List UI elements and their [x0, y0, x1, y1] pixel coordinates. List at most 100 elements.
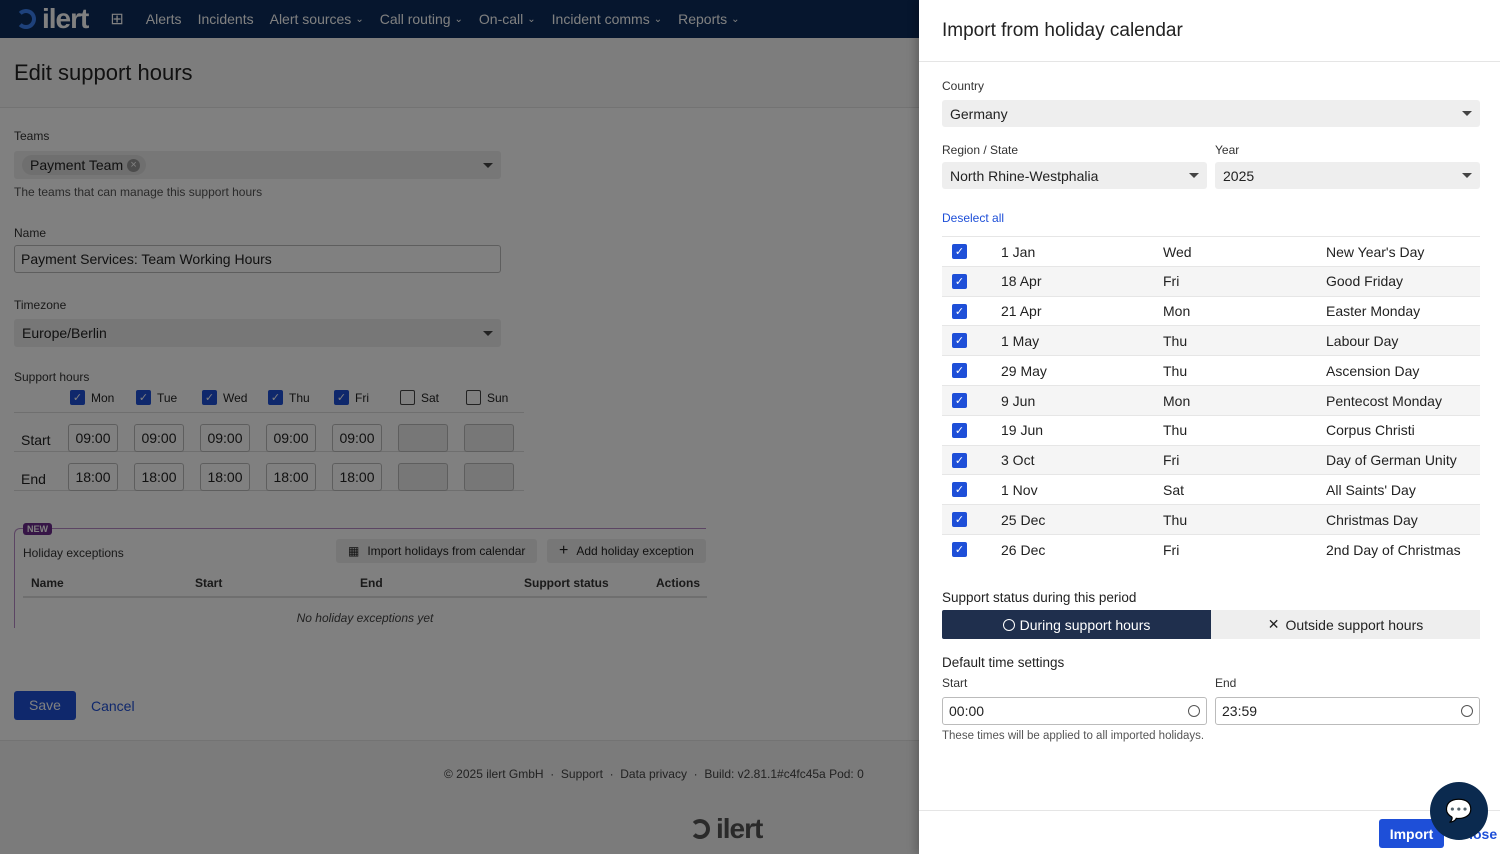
holiday-weekday: Thu: [1163, 422, 1188, 439]
nav-incident-comms[interactable]: Incident comms ⌄: [552, 11, 662, 27]
holiday-row[interactable]: ✓ 1 Jan Wed New Year's Day: [942, 236, 1480, 266]
start-time-mon[interactable]: 09:00: [68, 424, 118, 452]
cancel-link[interactable]: Cancel: [91, 698, 135, 714]
start-time-wed[interactable]: 09:00: [200, 424, 250, 452]
end-time-sat[interactable]: [398, 463, 448, 491]
holiday-name: Christmas Day: [1326, 511, 1418, 528]
holiday-date: 1 May: [1001, 332, 1040, 349]
end-time-sun[interactable]: [464, 463, 514, 491]
holiday-checkbox[interactable]: ✓: [952, 422, 967, 438]
region-select[interactable]: North Rhine-Westphalia: [942, 162, 1207, 189]
holiday-row[interactable]: ✓ 19 Jun Thu Corpus Christi: [942, 414, 1480, 445]
end-time-mon[interactable]: 18:00: [68, 463, 118, 491]
country-select[interactable]: Germany: [942, 100, 1480, 127]
nav-alerts[interactable]: Alerts: [146, 11, 182, 27]
end-time-tue[interactable]: 18:00: [134, 463, 184, 491]
privacy-link[interactable]: Data privacy: [620, 767, 687, 781]
add-holiday-exception-button[interactable]: + Add holiday exception: [547, 539, 706, 563]
end-time-thu[interactable]: 18:00: [266, 463, 316, 491]
save-button[interactable]: Save: [14, 691, 76, 720]
day-mon-checkbox[interactable]: ✓ Mon: [70, 390, 114, 405]
nav-incidents[interactable]: Incidents: [198, 11, 254, 27]
timezone-select[interactable]: Europe/Berlin: [14, 319, 501, 347]
apps-grid-icon[interactable]: ⊞: [110, 11, 124, 28]
nav-on-call[interactable]: On-call ⌄: [479, 11, 536, 27]
year-select[interactable]: 2025: [1215, 162, 1480, 189]
import-holidays-button[interactable]: ▦ Import holidays from calendar: [336, 539, 538, 563]
holiday-checkbox[interactable]: ✓: [952, 273, 967, 289]
start-time-value: 00:00: [949, 703, 985, 719]
x-icon: ✕: [1267, 616, 1280, 632]
holiday-date: 21 Apr: [1001, 303, 1042, 320]
deselect-all-link[interactable]: Deselect all: [942, 211, 1005, 225]
nav-alert-sources[interactable]: Alert sources ⌄: [270, 11, 364, 27]
holiday-checkbox[interactable]: ✓: [952, 512, 967, 528]
new-badge: NEW: [23, 523, 52, 535]
logo-text: ilert: [42, 3, 89, 34]
ilert-logo[interactable]: ilert: [16, 3, 89, 35]
day-label: Sat: [421, 390, 440, 405]
start-time-tue[interactable]: 09:00: [134, 424, 184, 452]
remove-chip-icon[interactable]: ×: [127, 158, 141, 172]
holiday-name: New Year's Day: [1326, 243, 1425, 260]
import-button[interactable]: Import: [1379, 819, 1444, 848]
start-time-sun[interactable]: [464, 424, 514, 452]
import-holidays-label: Import holidays from calendar: [367, 544, 526, 558]
chat-icon[interactable]: 💬: [1430, 782, 1488, 840]
during-label: During support hours: [1019, 616, 1151, 633]
end-time-input[interactable]: 23:59: [1215, 697, 1480, 725]
holiday-checkbox[interactable]: ✓: [952, 542, 967, 557]
day-label: Wed: [223, 390, 248, 405]
holiday-checkbox[interactable]: ✓: [952, 363, 967, 379]
clock-icon: [1002, 618, 1015, 631]
start-time-thu[interactable]: 09:00: [266, 424, 316, 452]
calendar-icon: ▦: [348, 544, 360, 558]
nav-call-routing[interactable]: Call routing ⌄: [380, 11, 463, 27]
holiday-row[interactable]: ✓ 9 Jun Mon Pentecost Monday: [942, 385, 1480, 415]
day-fri-checkbox[interactable]: ✓ Fri: [334, 390, 369, 405]
start-time-input[interactable]: 00:00: [942, 697, 1207, 725]
end-label: End: [1215, 676, 1237, 690]
holiday-checkbox[interactable]: ✓: [952, 303, 967, 319]
holiday-row[interactable]: ✓ 25 Dec Thu Christmas Day: [942, 504, 1480, 535]
day-wed-checkbox[interactable]: ✓ Wed: [202, 390, 247, 405]
holiday-name: 2nd Day of Christmas: [1326, 541, 1461, 558]
day-sat-checkbox[interactable]: Sat: [400, 390, 439, 405]
holiday-weekday: Mon: [1163, 392, 1191, 409]
holiday-name: Day of German Unity: [1326, 452, 1457, 469]
name-label: Name: [14, 226, 47, 240]
holiday-checkbox[interactable]: ✓: [952, 482, 967, 498]
outside-support-hours-toggle[interactable]: ✕ Outside support hours: [1211, 610, 1480, 639]
start-time-fri[interactable]: 09:00: [332, 424, 382, 452]
holiday-checkbox[interactable]: ✓: [952, 244, 967, 259]
holiday-row[interactable]: ✓ 18 Apr Fri Good Friday: [942, 265, 1480, 296]
holiday-checkbox[interactable]: ✓: [952, 333, 967, 349]
name-input[interactable]: Payment Services: Team Working Hours: [14, 245, 501, 273]
holiday-checkbox[interactable]: ✓: [952, 452, 967, 468]
holiday-row[interactable]: ✓ 21 Apr Mon Easter Monday: [942, 295, 1480, 326]
holiday-checkbox[interactable]: ✓: [952, 393, 967, 408]
checkbox-icon: [400, 390, 415, 405]
nav-label: Incident comms: [551, 11, 650, 27]
holiday-row[interactable]: ✓ 3 Oct Fri Day of German Unity: [942, 444, 1480, 475]
holiday-weekday: Fri: [1163, 273, 1180, 290]
start-row-label: Start: [21, 432, 51, 448]
day-thu-checkbox[interactable]: ✓ Thu: [268, 390, 310, 405]
day-label: Tue: [157, 390, 178, 405]
end-time-wed[interactable]: 18:00: [200, 463, 250, 491]
nav-reports[interactable]: Reports ⌄: [678, 11, 739, 27]
holiday-row[interactable]: ✓ 26 Dec Fri 2nd Day of Christmas: [942, 534, 1480, 564]
nav-label: Alerts: [145, 11, 182, 27]
holiday-row[interactable]: ✓ 29 May Thu Ascension Day: [942, 355, 1480, 386]
during-support-hours-toggle[interactable]: During support hours: [942, 610, 1211, 639]
holiday-row[interactable]: ✓ 1 Nov Sat All Saints' Day: [942, 474, 1480, 505]
day-sun-checkbox[interactable]: Sun: [466, 390, 508, 405]
teams-select[interactable]: Payment Team ×: [14, 151, 501, 179]
end-time-fri[interactable]: 18:00: [332, 463, 382, 491]
end-time-value: 23:59: [1222, 703, 1258, 719]
day-tue-checkbox[interactable]: ✓ Tue: [136, 390, 177, 405]
support-link[interactable]: Support: [560, 767, 603, 781]
start-time-sat[interactable]: [398, 424, 448, 452]
holiday-date: 26 Dec: [1001, 541, 1046, 558]
holiday-row[interactable]: ✓ 1 May Thu Labour Day: [942, 325, 1480, 356]
